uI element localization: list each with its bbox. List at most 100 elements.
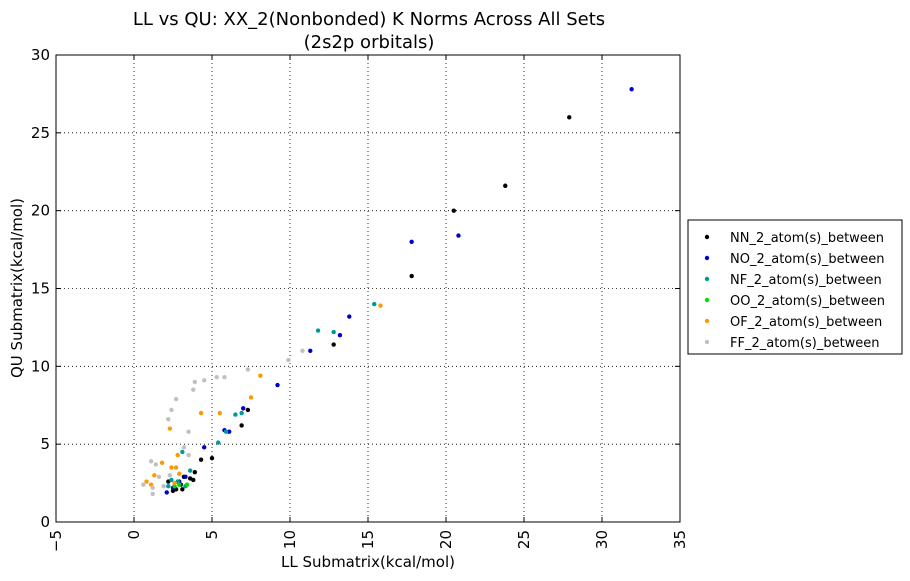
data-point [177,482,182,487]
data-point [150,485,155,490]
legend-entry-label: OF_2_atom(s)_between [730,315,882,330]
data-point [337,333,343,338]
data-point [181,445,187,450]
legend-entry-label: NN_2_atom(s)_between [730,231,884,246]
legend-entry-label: NO_2_atom(s)_between [730,252,885,267]
data-point [152,473,157,478]
series-group [166,301,377,489]
data-point [166,417,171,422]
data-point [156,474,162,480]
data-point [300,348,305,353]
data-point [216,440,221,445]
data-point [248,395,254,400]
data-point [192,469,198,475]
legend-entry-label: OO_2_atom(s)_between [730,294,885,309]
y-tick-label: 0 [40,513,50,531]
data-point [372,301,377,307]
data-point [172,480,177,486]
data-point [173,465,179,470]
data-point [180,449,185,455]
legend: NN_2_atom(s)_between NO_2_atom(s)_between… [687,219,903,355]
y-tick-label: 5 [40,435,50,453]
data-point [169,407,174,413]
legend-marker [704,318,710,324]
data-point [164,490,169,495]
series-group [141,348,305,497]
data-point [161,483,166,489]
series-group [166,115,572,494]
data-point [239,423,244,428]
series-group [144,303,383,487]
data-point [241,406,246,411]
data-point [172,483,177,489]
x-tick-label: 15 [359,530,377,549]
data-point [159,460,165,466]
series-group [172,482,190,489]
legend-marker [704,255,710,261]
data-point [214,375,219,380]
data-point [144,479,149,484]
y-tick-label: 15 [31,280,50,298]
legend-marker [704,276,710,282]
data-point [308,348,313,353]
data-point [169,465,174,470]
data-point [141,482,146,487]
data-point [226,429,232,434]
data-point [173,396,179,402]
y-tick-label: 20 [31,202,50,220]
chart-subtitle: (2s2p orbitals) [304,32,435,53]
data-point [503,183,508,188]
y-tick-label: 30 [31,46,50,64]
data-point [275,382,280,388]
legend-marker [704,297,710,303]
data-point [198,410,204,416]
data-point [217,410,222,416]
data-point [191,477,196,483]
x-axis-label: LL Submatrix(kcal/mol) [281,553,455,571]
data-point [198,457,204,462]
x-tick-label: 20 [437,530,455,549]
data-point [202,378,207,383]
x-tick-label: 10 [281,530,299,549]
data-point [153,462,159,467]
data-point [451,208,456,213]
data-point [409,273,414,279]
data-point [331,329,336,335]
data-point [239,410,244,416]
legend-marker [704,234,710,240]
data-point [245,367,251,372]
data-point [286,357,291,363]
data-point [184,482,190,487]
data-point [222,375,227,380]
x-tick-label: 25 [515,530,533,549]
grid-lines [56,55,680,522]
legend-marker [704,339,710,345]
y-tick-label: 10 [31,357,50,375]
data-point [192,379,198,385]
legend-entry-label: FF_2_atom(s)_between [730,336,880,351]
data-point [180,487,185,492]
data-point [456,233,461,238]
data-point [186,452,191,458]
data-point [629,87,634,92]
data-point [166,483,171,489]
data-point [409,239,414,244]
data-point [331,342,336,347]
data-point [169,477,174,483]
data-point [187,468,193,473]
data-point [245,407,251,413]
data-point [175,452,180,458]
series-group [164,87,634,495]
data-point [167,473,173,478]
data-point [233,412,238,417]
data-point [378,303,383,308]
data-point [177,471,182,476]
y-axis-label: QU Submatrix(kcal/mol) [8,198,26,378]
data-point [209,455,215,461]
data-point [186,429,191,434]
x-tick-label: 5 [203,530,221,540]
x-tick-label: 0 [125,530,143,540]
y-tick-label: 25 [31,124,50,142]
